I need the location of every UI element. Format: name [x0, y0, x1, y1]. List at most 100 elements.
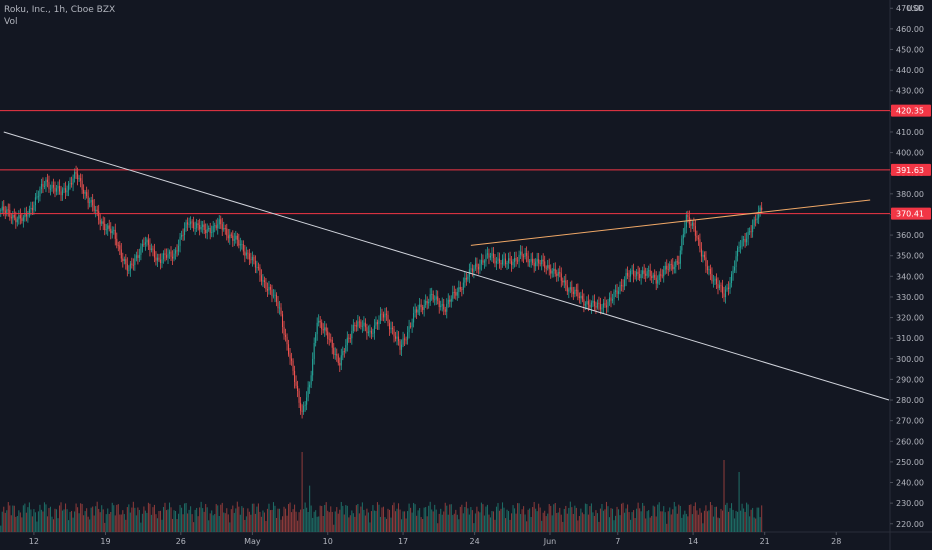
candle-body: [161, 259, 163, 263]
volume-bar: [642, 502, 644, 532]
candle-body: [740, 246, 742, 248]
volume-bar: [193, 522, 195, 532]
volume-bar: [651, 515, 653, 532]
candle-body: [254, 260, 256, 268]
candle-body: [446, 303, 448, 312]
candle-body: [84, 192, 86, 194]
candle-body: [548, 265, 550, 270]
candle-body: [449, 299, 451, 302]
candle-body: [747, 231, 749, 239]
candle-body: [633, 270, 635, 276]
volume-bar: [89, 519, 91, 532]
candle-body: [711, 273, 713, 282]
candle-body: [735, 256, 737, 267]
price-tick-label: 230.00: [896, 499, 924, 508]
candle-body: [384, 313, 386, 318]
candle-body: [230, 234, 232, 236]
volume-bar: [551, 515, 553, 532]
candle-body: [675, 261, 677, 267]
candle-body: [575, 289, 577, 291]
volume-bar: [274, 505, 276, 532]
candle-body: [565, 280, 567, 286]
volume-bar: [232, 505, 234, 532]
candle-body: [364, 322, 366, 328]
volume-bar: [571, 507, 573, 532]
volume-bar: [382, 506, 385, 532]
volume-bar: [410, 507, 412, 532]
candle-body: [60, 191, 62, 196]
candle-body: [146, 239, 148, 243]
volume-bar: [616, 506, 618, 532]
volume-bar: [218, 516, 220, 532]
candle-body: [156, 257, 158, 261]
candle-body: [480, 260, 482, 265]
volume-bar: [700, 512, 702, 532]
volume-bar: [128, 504, 130, 532]
volume-bar: [569, 501, 571, 532]
candle-body: [563, 280, 565, 283]
volume-bar: [679, 505, 681, 532]
candle-body: [515, 257, 517, 261]
volume-bar: [203, 511, 205, 532]
volume-bar: [601, 503, 603, 532]
volume-bar: [235, 508, 237, 532]
volume-bar: [108, 513, 110, 532]
volume-bar: [480, 502, 482, 532]
volume-bar: [162, 506, 165, 532]
candle-body: [316, 322, 318, 335]
candle-body: [724, 289, 727, 298]
candle-body: [467, 276, 469, 280]
candle-body: [263, 280, 265, 283]
volume-bar: [443, 511, 445, 532]
candle-body: [107, 225, 109, 230]
volume-bar: [566, 513, 568, 532]
volume-bar: [633, 510, 635, 532]
candle-body: [684, 227, 686, 235]
volume-bar: [129, 512, 131, 532]
volume-bar: [672, 509, 674, 532]
volume-bar: [93, 515, 95, 532]
candle-body: [461, 289, 463, 291]
candle-body: [256, 267, 258, 269]
volume-bar: [12, 505, 14, 532]
candle-body: [592, 300, 594, 303]
volume-bar: [322, 515, 324, 532]
volume-bar: [223, 512, 225, 532]
candle-body: [134, 258, 136, 265]
candle-body: [470, 268, 472, 270]
level-tag: [891, 104, 931, 117]
ascending-trendline: [470, 199, 871, 246]
volume-bar: [542, 512, 544, 532]
volume-bar: [301, 452, 303, 532]
level-tag-label: 370.41: [896, 210, 924, 219]
candle-body: [691, 222, 693, 226]
candle-body: [627, 272, 629, 276]
volume-bar: [24, 503, 26, 532]
candle-body: [182, 234, 184, 236]
volume-bar: [263, 512, 265, 532]
volume-bar: [65, 503, 67, 532]
candle-body: [616, 290, 618, 294]
volume-bar: [384, 517, 386, 532]
volume-bar: [663, 506, 665, 532]
candle-body: [116, 238, 118, 246]
volume-bar: [135, 515, 137, 532]
candle-body: [572, 291, 574, 295]
volume-bar: [699, 508, 701, 532]
volume-bar: [281, 516, 284, 532]
volume-bar: [628, 512, 630, 532]
candle-body: [375, 322, 377, 326]
volume-bar: [426, 516, 428, 532]
volume-bar: [245, 516, 247, 532]
candle-body: [390, 327, 392, 330]
candle-body: [360, 321, 362, 327]
candle-body: [429, 294, 431, 302]
candle-body: [630, 270, 632, 277]
volume-bar: [134, 507, 136, 532]
volume-bar: [750, 509, 752, 532]
volume-bar: [191, 514, 193, 532]
volume-bar: [358, 513, 360, 532]
candle-body: [193, 222, 195, 229]
candle-body: [77, 173, 79, 180]
